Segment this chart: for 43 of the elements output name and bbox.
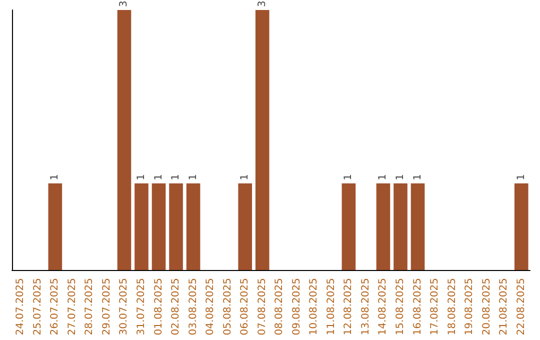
x-tick-label: 10.08.2025 bbox=[308, 278, 320, 336]
data-label: 3 bbox=[118, 0, 130, 7]
x-tick-label: 30.07.2025 bbox=[118, 278, 130, 336]
x-tick-label: 03.08.2025 bbox=[188, 278, 199, 336]
x-tick-label: 02.08.2025 bbox=[170, 278, 182, 336]
data-label: 1 bbox=[153, 174, 164, 180]
x-tick-label: 15.08.2025 bbox=[395, 278, 406, 336]
x-tick-label: 11.08.2025 bbox=[326, 278, 337, 336]
data-label: 1 bbox=[170, 174, 182, 180]
x-tick-label: 18.08.2025 bbox=[446, 278, 458, 336]
data-label: 1 bbox=[343, 174, 354, 180]
x-tick-label: 14.08.2025 bbox=[378, 278, 389, 336]
data-label: 1 bbox=[378, 174, 389, 180]
x-tick-label: 24.07.2025 bbox=[15, 278, 26, 336]
data-label: 1 bbox=[516, 174, 527, 180]
x-tick-label: 19.08.2025 bbox=[464, 278, 476, 336]
x-tick-label: 27.07.2025 bbox=[66, 278, 78, 336]
x-tick-label: 06.08.2025 bbox=[240, 278, 251, 336]
x-tick-label: 31.07.2025 bbox=[136, 278, 147, 336]
data-label: 1 bbox=[395, 174, 406, 180]
x-tick-label: 26.07.2025 bbox=[50, 278, 61, 336]
x-tick-label: 04.08.2025 bbox=[205, 278, 216, 336]
x-tick-label: 01.08.2025 bbox=[153, 278, 164, 336]
x-tick-label: 17.08.2025 bbox=[430, 278, 441, 336]
x-tick-label: 05.08.2025 bbox=[222, 278, 234, 336]
x-tick-label: 13.08.2025 bbox=[360, 278, 372, 336]
data-label: 3 bbox=[256, 0, 268, 7]
x-tick-label: 12.08.2025 bbox=[343, 278, 354, 336]
x-tick-label: 07.08.2025 bbox=[256, 278, 268, 336]
x-tick-label: 25.07.2025 bbox=[32, 278, 44, 336]
x-tick-label: 29.07.2025 bbox=[101, 278, 112, 336]
data-label: 1 bbox=[188, 174, 199, 180]
x-tick-label: 16.08.2025 bbox=[412, 278, 424, 336]
data-label: 1 bbox=[136, 174, 147, 180]
data-label: 1 bbox=[412, 174, 424, 180]
data-label: 1 bbox=[240, 174, 251, 180]
x-tick-label: 22.08.2025 bbox=[516, 278, 527, 336]
x-tick-label: 21.08.2025 bbox=[498, 278, 510, 336]
data-label: 1 bbox=[50, 174, 61, 180]
x-tick-label: 08.08.2025 bbox=[274, 278, 286, 336]
x-tick-label: 09.08.2025 bbox=[291, 278, 302, 336]
x-tick-label: 28.07.2025 bbox=[84, 278, 96, 336]
x-tick-label: 20.08.2025 bbox=[481, 278, 492, 336]
